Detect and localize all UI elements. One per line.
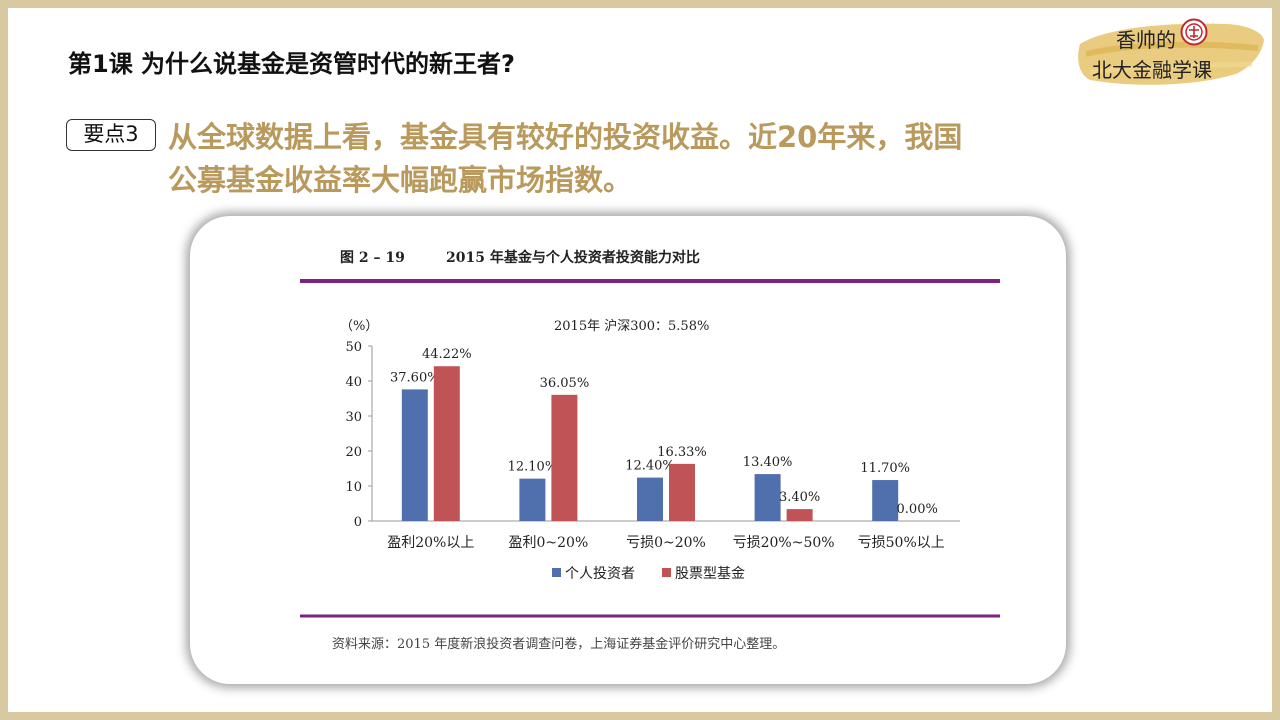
y-tick-label: 10: [345, 480, 362, 495]
figure-source: 资料来源：2015 年度新浪投资者调查问卷，上海证券基金评价研究中心整理。: [332, 636, 785, 652]
bar-individual: [401, 389, 428, 521]
data-label: 12.10%: [508, 460, 558, 475]
x-tick-label: 亏损20%~50%: [733, 535, 835, 551]
frame-right: [1272, 0, 1280, 720]
keypoint-text: 从全球数据上看，基金具有较好的投资收益。近20年来，我国 公募基金收益率大幅跑赢…: [168, 116, 1068, 202]
chart-title: 2015年 沪深300：5.58%: [554, 318, 709, 334]
frame-top: [0, 0, 1280, 8]
bar-individual: [519, 478, 546, 521]
figure-number: 图 2 – 19: [340, 250, 405, 266]
data-label: 13.40%: [743, 455, 793, 470]
x-tick-label: 盈利20%以上: [387, 535, 474, 551]
frame-bottom: [0, 712, 1280, 720]
y-axis-label: （%）: [340, 319, 378, 334]
keypoint-line2: 公募基金收益率大幅跑赢市场指数。: [168, 163, 633, 197]
x-tick-label: 盈利0~20%: [509, 535, 589, 551]
logo-line2: 北大金融学课: [1092, 58, 1212, 82]
legend-label: 个人投资者: [565, 566, 635, 582]
bar-individual: [872, 480, 899, 521]
bar-fund: [433, 366, 460, 521]
lesson-title: 第1课 为什么说基金是资管时代的新王者?: [68, 50, 515, 78]
bar-fund: [669, 463, 695, 521]
bar-individual: [754, 474, 781, 521]
data-label: 3.40%: [779, 490, 820, 505]
legend-label: 股票型基金: [675, 565, 745, 582]
y-tick-label: 30: [345, 410, 362, 425]
course-logo: 香帅的 北大金融学课: [1076, 14, 1266, 90]
data-label: 11.70%: [860, 461, 910, 476]
y-tick-label: 0: [354, 515, 362, 530]
bar-chart: 图 2 – 19 2015 年基金与个人投资者投资能力对比 2015年 沪深30…: [300, 249, 1000, 652]
chart-plot: 0 10 20 30 40 50 37.60% 44.22% 盈利20%以上 12.10% 36.0…: [345, 340, 960, 582]
data-label: 12.40%: [625, 459, 675, 474]
legend-swatch: [552, 568, 561, 577]
y-tick-label: 40: [345, 375, 362, 390]
keypoint-badge: 要点3: [66, 119, 156, 151]
university-seal-icon: [1180, 18, 1208, 46]
x-tick-label: 亏损0~20%: [626, 535, 706, 551]
data-label: 37.60%: [390, 370, 440, 385]
bar-fund: [551, 394, 578, 521]
logo-line1: 香帅的: [1116, 28, 1176, 52]
bar-fund: [786, 509, 813, 521]
data-label: 16.33%: [657, 445, 707, 460]
data-label: 36.05%: [540, 376, 590, 391]
bar-individual: [637, 477, 663, 521]
frame-left: [0, 0, 8, 720]
gold-brush-stroke: [1078, 23, 1264, 85]
figure-caption: 2015 年基金与个人投资者投资能力对比: [446, 249, 700, 266]
data-label: 44.22%: [422, 347, 472, 362]
data-label: 0.00%: [897, 502, 938, 517]
keypoint-line1: 从全球数据上看，基金具有较好的投资收益。近20年来，我国: [168, 120, 963, 154]
y-tick-label: 50: [345, 340, 362, 355]
x-tick-label: 亏损50%以上: [858, 535, 945, 551]
legend-swatch: [662, 568, 671, 577]
y-tick-label: 20: [345, 445, 362, 460]
chart-card: 图 2 – 19 2015 年基金与个人投资者投资能力对比 2015年 沪深30…: [190, 216, 1066, 684]
